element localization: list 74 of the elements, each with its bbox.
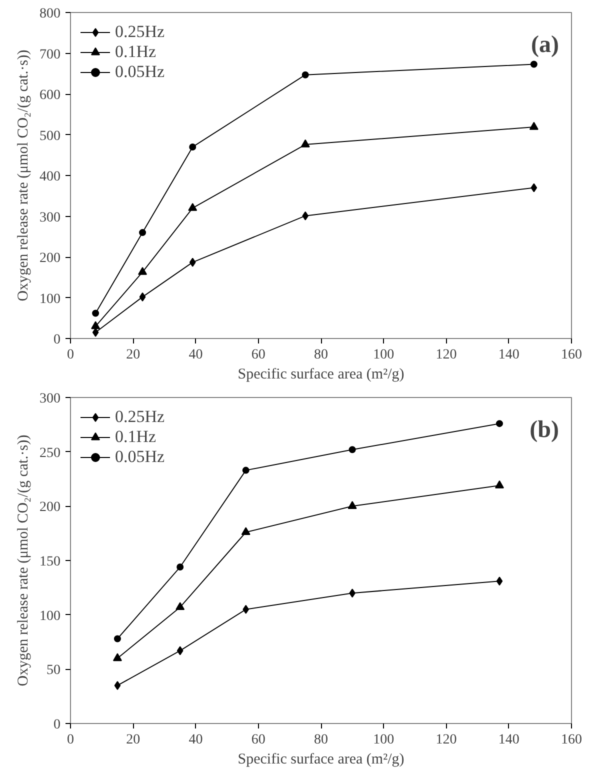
x-tick-label: 140 [498, 732, 520, 748]
point [302, 71, 309, 78]
y-tick-label: 0 [54, 718, 60, 732]
point [302, 211, 309, 220]
point [139, 229, 146, 236]
legend-label: 0.25Hz [115, 407, 165, 427]
point [241, 527, 250, 536]
y-tick-label: 300 [40, 392, 60, 406]
y-tick-label: 150 [40, 554, 60, 570]
point [348, 501, 357, 509]
point [138, 266, 148, 275]
x-tick-label: 80 [314, 348, 328, 362]
x-tick-label: 160 [561, 732, 582, 748]
point [114, 680, 121, 690]
point [496, 420, 503, 428]
point [92, 310, 100, 317]
point [242, 466, 250, 474]
x-axis-title: Specific surface area (m²/g) [238, 366, 404, 382]
x-tick-label: 80 [314, 732, 328, 748]
point [189, 143, 196, 150]
legend-label: 0.25Hz [115, 22, 165, 42]
annotation: (a) [530, 32, 559, 58]
point [112, 653, 122, 662]
y-tick-label: 250 [40, 446, 60, 461]
x-axis-title: Specific surface area (m²/g) [238, 752, 404, 768]
x-tick-label: 120 [436, 732, 457, 748]
point [176, 646, 184, 656]
y-axis-title: Oxygen release rate (μmol CO₂/(g cat.·s)) [16, 434, 32, 686]
point [348, 446, 356, 454]
point [114, 635, 121, 642]
legend-label: 0.1Hz [115, 42, 156, 62]
y-axis-title: Oxygen release rate (μmol CO₂/(g cat.·s)) [16, 50, 32, 302]
point [189, 258, 196, 267]
x-tick-label: 60 [251, 348, 266, 362]
x-tick-label: 20 [126, 348, 140, 362]
x-tick-label: 120 [436, 348, 457, 362]
x-tick-label: 160 [561, 348, 582, 362]
point [300, 139, 310, 148]
point [530, 183, 538, 192]
point [530, 60, 538, 68]
x-tick-label: 100 [373, 732, 394, 748]
y-tick-label: 300 [40, 210, 60, 226]
point [242, 604, 250, 614]
y-tick-label: 0 [54, 332, 60, 348]
point [496, 576, 503, 586]
point [529, 122, 538, 130]
y-tick-label: 600 [40, 88, 60, 103]
point [139, 292, 146, 302]
y-tick-label: 200 [40, 500, 60, 516]
y-tick-label: 100 [40, 292, 60, 307]
legend-label: 0.1Hz [115, 427, 156, 447]
x-tick-label: 40 [188, 732, 203, 748]
x-tick-label: 20 [126, 732, 140, 748]
x-tick-label: 0 [67, 732, 74, 748]
point [494, 480, 504, 488]
legend-label: 0.05Hz [115, 447, 165, 467]
y-tick-label: 500 [40, 128, 60, 144]
point [176, 564, 184, 571]
x-tick-label: 140 [498, 348, 520, 362]
point [188, 202, 198, 211]
annotation: (b) [530, 417, 559, 444]
y-tick-label: 200 [40, 251, 60, 266]
y-tick-label: 50 [46, 663, 60, 678]
point [176, 602, 185, 610]
x-tick-label: 60 [251, 732, 266, 748]
legend-label: 0.05Hz [115, 62, 165, 82]
x-tick-label: 100 [373, 348, 394, 362]
point [91, 321, 100, 330]
x-tick-label: 0 [67, 348, 74, 362]
y-tick-label: 400 [40, 170, 60, 184]
y-tick-label: 700 [40, 47, 60, 62]
x-tick-label: 40 [188, 348, 203, 362]
y-tick-label: 800 [40, 6, 60, 22]
y-tick-label: 100 [40, 608, 60, 624]
